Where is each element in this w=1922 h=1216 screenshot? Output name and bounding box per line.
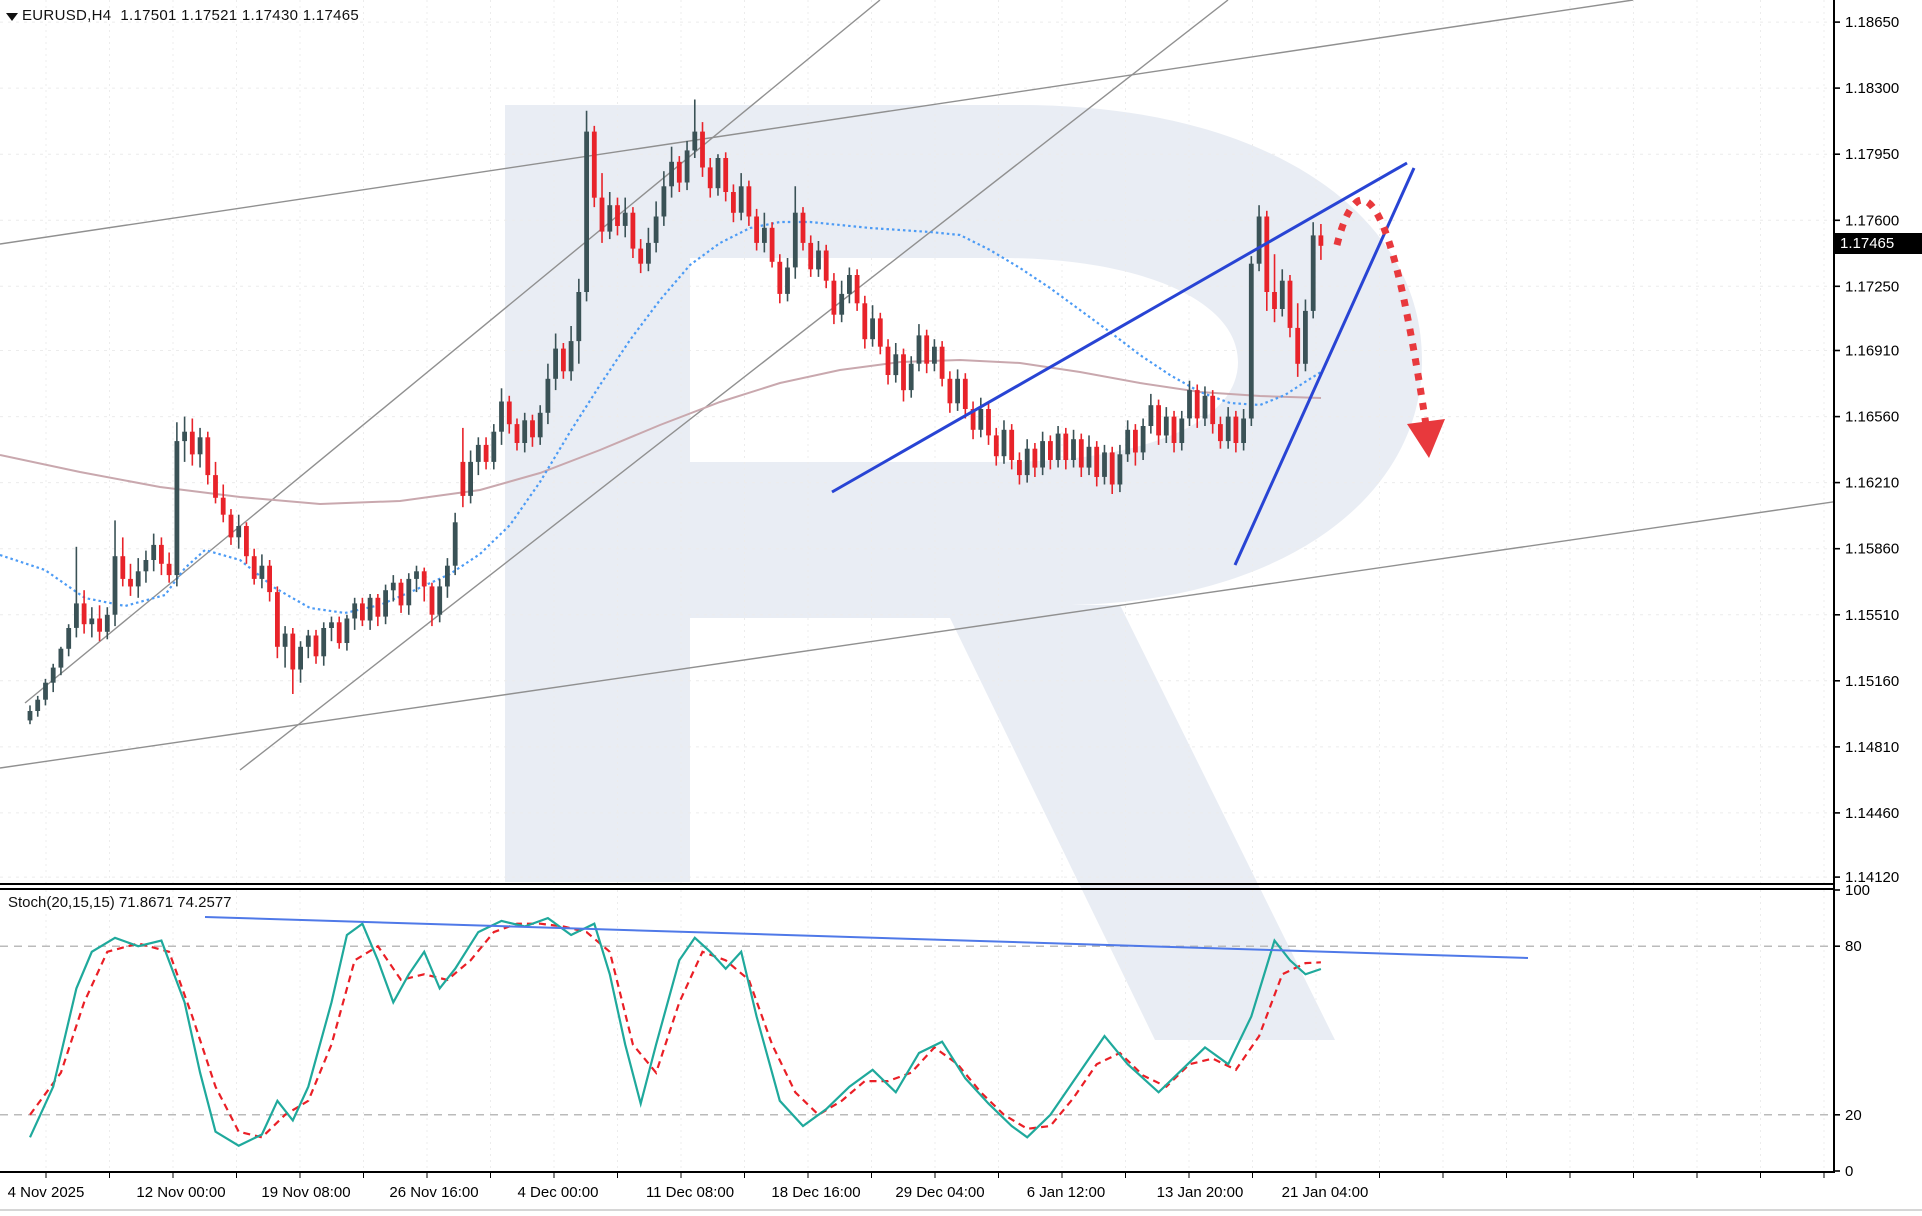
- svg-text:4 Dec 00:00: 4 Dec 00:00: [518, 1184, 599, 1201]
- svg-text:1.14810: 1.14810: [1845, 739, 1899, 756]
- chart-title-ohlc: EURUSD,H4 1.17501 1.17521 1.17430 1.1746…: [22, 7, 360, 24]
- svg-text:29 Dec 04:00: 29 Dec 04:00: [895, 1184, 984, 1201]
- svg-text:11 Dec 08:00: 11 Dec 08:00: [646, 1184, 734, 1201]
- svg-text:20: 20: [1845, 1107, 1862, 1124]
- projection-arrow: [1333, 196, 1445, 458]
- svg-text:1.18300: 1.18300: [1845, 80, 1899, 97]
- svg-text:100: 100: [1845, 882, 1870, 899]
- svg-text:0: 0: [1845, 1163, 1853, 1180]
- svg-text:1.14460: 1.14460: [1845, 805, 1899, 822]
- stochastic-lines: [29, 916, 1529, 1147]
- svg-text:1.17600: 1.17600: [1845, 212, 1899, 229]
- svg-text:12 Nov 00:00: 12 Nov 00:00: [136, 1184, 225, 1201]
- svg-text:80: 80: [1845, 938, 1862, 955]
- candlesticks: [27, 99, 1324, 725]
- stoch-indicator-label: Stoch(20,15,15) 71.8671 74.2577: [8, 894, 232, 911]
- price-axis[interactable]: 1.18650 1.18300 1.17950 1.17600 1.17250 1.169…: [1833, 14, 1899, 1180]
- svg-text:1.15160: 1.15160: [1845, 673, 1899, 690]
- svg-text:1.17250: 1.17250: [1845, 278, 1899, 295]
- time-axis[interactable]: 4 Nov 2025 12 Nov 00:00 19 Nov 08:00 26 Nov…: [8, 1173, 1825, 1201]
- svg-text:26 Nov 16:00: 26 Nov 16:00: [389, 1184, 478, 1201]
- moving-averages: [0, 220, 1322, 615]
- svg-text:1.15510: 1.15510: [1845, 607, 1899, 624]
- svg-text:13 Jan 20:00: 13 Jan 20:00: [1157, 1184, 1244, 1201]
- svg-text:1.15860: 1.15860: [1845, 541, 1899, 558]
- svg-text:4 Nov 2025: 4 Nov 2025: [8, 1184, 85, 1201]
- svg-text:1.17950: 1.17950: [1845, 146, 1899, 163]
- svg-text:6 Jan 12:00: 6 Jan 12:00: [1027, 1184, 1105, 1201]
- svg-text:1.14120: 1.14120: [1845, 869, 1899, 886]
- svg-text:18 Dec 16:00: 18 Dec 16:00: [771, 1184, 860, 1201]
- svg-text:1.16210: 1.16210: [1845, 475, 1899, 492]
- symbol-dropdown-icon[interactable]: [6, 13, 18, 21]
- current-price-badge: 1.17465: [1833, 233, 1922, 254]
- svg-text:1.16910: 1.16910: [1845, 343, 1899, 360]
- svg-text:19 Nov 08:00: 19 Nov 08:00: [261, 1184, 350, 1201]
- watermark-logo: [505, 105, 1422, 1040]
- gridlines: [0, 0, 1833, 1171]
- svg-text:21 Jan 04:00: 21 Jan 04:00: [1282, 1184, 1369, 1201]
- svg-text:1.18650: 1.18650: [1845, 14, 1899, 31]
- gray-trendlines: [0, 0, 1833, 771]
- svg-text:1.16560: 1.16560: [1845, 409, 1899, 426]
